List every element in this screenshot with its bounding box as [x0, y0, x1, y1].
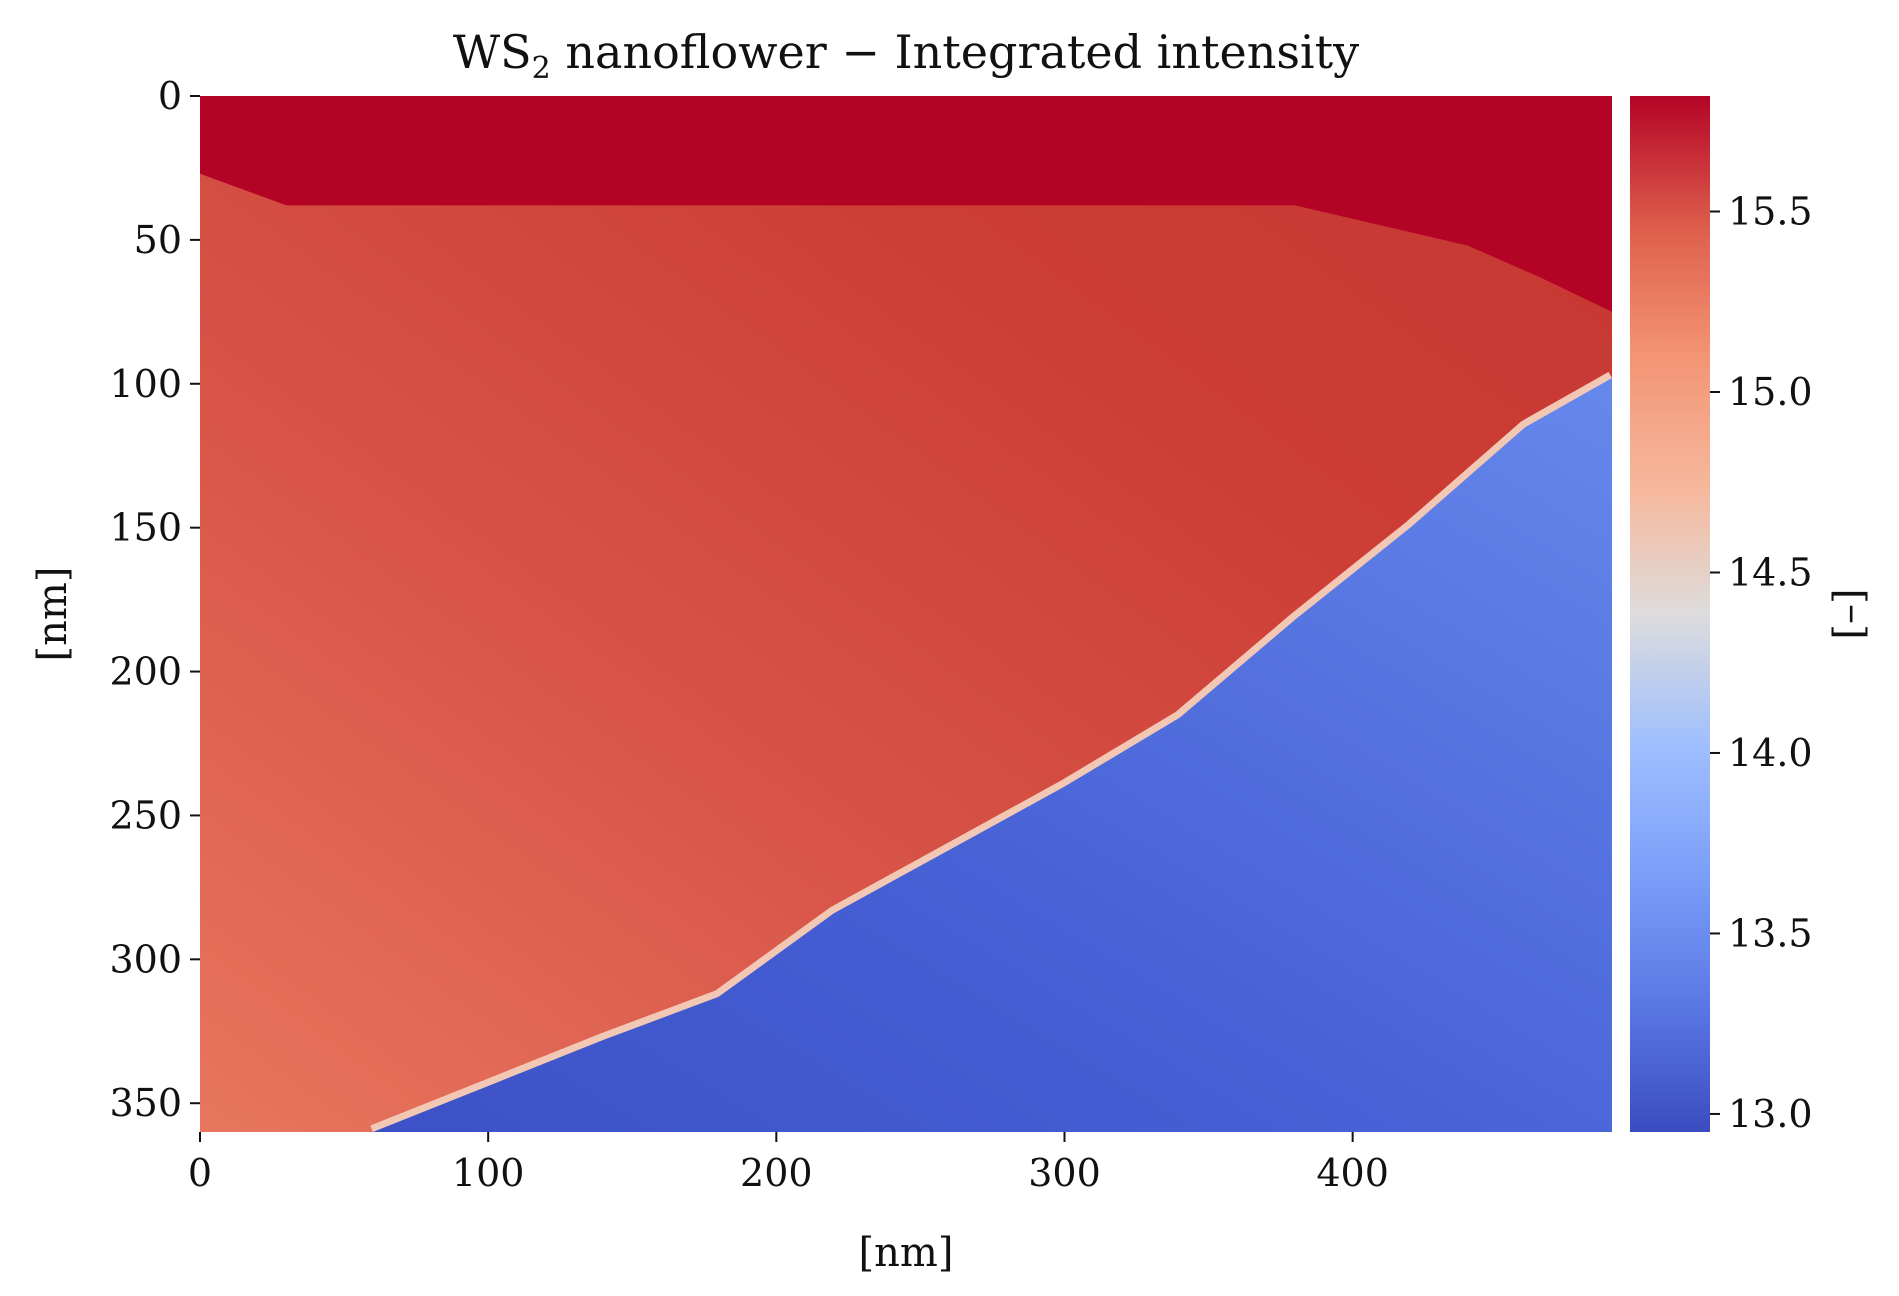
y-tick-label: 250 — [109, 793, 182, 837]
colorbar-gradient — [1630, 96, 1710, 1132]
y-tick-label: 300 — [109, 937, 182, 981]
heatmap-region-lower-right — [372, 378, 1612, 1132]
y-axis-label: [nm] — [30, 567, 76, 662]
y-tick-label: 150 — [109, 506, 182, 550]
x-tick-label: 100 — [452, 1151, 525, 1195]
colorbar-tick-label: 13.0 — [1728, 1092, 1813, 1136]
y-tick-label: 200 — [109, 650, 182, 694]
x-tick-label: 300 — [1028, 1151, 1101, 1195]
x-tick-label: 400 — [1316, 1151, 1389, 1195]
colorbar-label: [–] — [1826, 588, 1872, 639]
x-tick-label: 200 — [740, 1151, 813, 1195]
x-tick-label: 0 — [188, 1151, 212, 1195]
colorbar-tick-label: 13.5 — [1728, 911, 1813, 955]
colorbar-tick-label: 14.0 — [1728, 731, 1813, 775]
colorbar-tick-label: 14.5 — [1728, 550, 1813, 594]
heatmap-region-top-band — [200, 96, 1612, 312]
colorbar-tick-label: 15.5 — [1728, 190, 1813, 234]
chart-title-subscript: 2 — [532, 51, 551, 86]
chart-title-rest: nanoflower − Integrated intensity — [551, 25, 1359, 79]
y-tick-label: 350 — [109, 1081, 182, 1125]
colorbar-ticks: 13.0 13.5 14.0 14.5 15.0 15.5 — [1710, 190, 1813, 1136]
y-tick-label: 0 — [158, 74, 182, 118]
y-tick-label: 50 — [134, 218, 182, 262]
colorbar-tick-label: 15.0 — [1728, 370, 1813, 414]
heatmap-plot-area — [200, 96, 1612, 1132]
x-axis-label: [nm] — [859, 1230, 954, 1276]
y-tick-label: 100 — [109, 362, 182, 406]
chart-title: WS2 nanoflower − Integrated intensity — [453, 25, 1359, 86]
y-axis: 0 50 100 150 200 250 300 350 — [109, 74, 200, 1125]
colorbar: 13.0 13.5 14.0 14.5 15.0 15.5 [–] — [1630, 96, 1872, 1136]
x-axis: 0 100 200 300 400 — [188, 1132, 1389, 1195]
chart-title-main: WS — [453, 25, 532, 79]
